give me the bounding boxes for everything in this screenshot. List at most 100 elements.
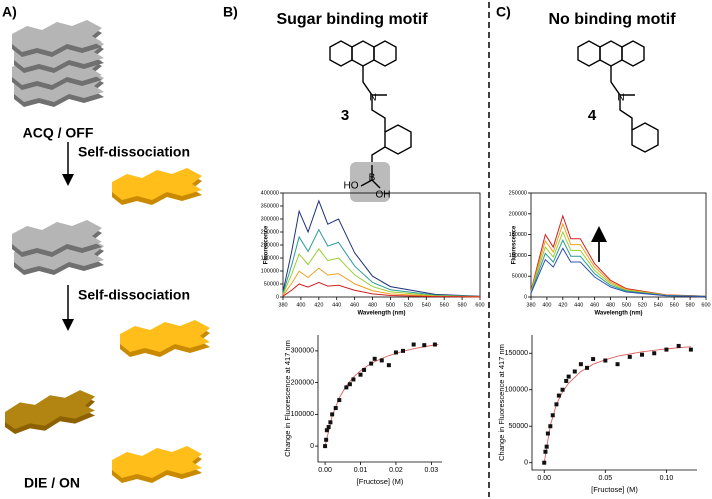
y-tick-label: 150000 [509, 232, 527, 238]
x-tick-label: 0.01 [354, 467, 368, 474]
x-tick-label: 440 [332, 302, 341, 308]
x-tick-label: 460 [590, 302, 599, 308]
monolayer [112, 446, 202, 483]
x-tick-label: 420 [314, 302, 323, 308]
data-point [585, 365, 589, 370]
data-point [603, 358, 608, 363]
y-tick-label: 50000 [509, 423, 529, 430]
panel-label: B) [223, 4, 238, 20]
data-point [330, 412, 335, 417]
data-point [333, 406, 338, 411]
data-point [664, 347, 669, 352]
x-tick-label: 480 [606, 302, 615, 308]
y-tick-label: 100000 [291, 411, 314, 418]
data-point [640, 352, 644, 357]
x-tick-label: 600 [701, 302, 710, 308]
data-point [652, 351, 657, 356]
x-tick-label: 420 [558, 302, 567, 308]
spectrum-line [530, 214, 707, 297]
y-tick-label: 200000 [261, 242, 279, 248]
data-point [379, 358, 384, 363]
x-tick-label: 480 [368, 302, 377, 308]
compound-number: 4 [588, 107, 597, 124]
panel-label: C) [496, 4, 511, 20]
x-tick-label: 560 [670, 302, 679, 308]
x-tick-label: 580 [685, 302, 694, 308]
plot-frame [530, 192, 707, 298]
data-point [572, 369, 577, 374]
data-point [627, 354, 632, 359]
data-point [544, 444, 549, 449]
data-point [542, 460, 547, 465]
data-point [554, 402, 559, 407]
spectrum-line [530, 239, 707, 297]
data-point [591, 357, 596, 362]
y-tick-label: 0 [310, 443, 314, 450]
data-point [560, 387, 565, 392]
monolayer [112, 168, 202, 205]
x-axis-label: Wavelength (nm) [357, 311, 405, 317]
x-tick-label: 500 [622, 302, 631, 308]
y-tick-label: 250000 [261, 229, 279, 235]
step-label: Self-dissociation [78, 287, 190, 303]
x-axis-label: Wavelength (nm) [594, 311, 642, 317]
y-tick-label: 50000 [512, 274, 527, 280]
y-tick-label: 0 [524, 294, 527, 300]
x-tick-label: 0.00 [318, 467, 332, 474]
x-tick-label: 520 [638, 302, 647, 308]
data-point [615, 362, 620, 367]
y-tick-label: 100000 [505, 387, 528, 394]
data-point [543, 449, 548, 454]
data-point [548, 424, 553, 429]
data-point [324, 428, 329, 433]
axes [317, 335, 442, 463]
molecule-3 [329, 40, 412, 165]
data-point [545, 431, 550, 436]
data-point [566, 374, 571, 379]
y-tick-label: 100000 [509, 253, 527, 259]
data-point [578, 362, 583, 367]
x-tick-label: 460 [350, 302, 359, 308]
x-tick-label: 380 [278, 302, 287, 308]
y-axis-label: Change in Fluorescence at 417 nm [283, 340, 292, 457]
atom: OH [376, 190, 391, 201]
data-point [372, 356, 377, 361]
data-point [676, 343, 681, 348]
x-tick-label: 520 [404, 302, 413, 308]
x-axis-label: [Fructose] (M) [591, 485, 638, 494]
atom: N [617, 93, 624, 104]
y-tick-label: 350000 [261, 203, 279, 209]
data-point [358, 372, 363, 377]
boronic-highlight [350, 162, 390, 202]
data-point [369, 361, 374, 366]
atom: HO [344, 181, 359, 192]
spectrum-line [282, 228, 481, 297]
y-tick-label: 200000 [509, 211, 527, 217]
data-point [326, 425, 331, 430]
monolayer [120, 320, 210, 357]
x-tick-label: 540 [422, 302, 431, 308]
molecule-4 [577, 40, 659, 153]
data-point [351, 377, 356, 382]
data-point [432, 342, 437, 347]
panel-title: Sugar binding motif [276, 11, 428, 28]
graphene-stack [12, 20, 104, 107]
panel-title: No binding motif [548, 11, 676, 28]
y-tick-label: 300000 [291, 348, 314, 355]
axes [531, 335, 697, 471]
data-point [411, 342, 416, 347]
x-tick-label: 540 [654, 302, 663, 308]
compound-number: 3 [341, 107, 349, 124]
state-label: DIE / ON [24, 475, 80, 491]
panel-label: A) [2, 4, 17, 20]
data-point [323, 444, 328, 449]
atom: B [369, 173, 376, 184]
data-point [344, 385, 349, 390]
spectrum-line [282, 248, 481, 298]
y-tick-label: 150000 [505, 350, 528, 357]
y-tick-label: 100000 [261, 268, 279, 274]
atom: N [369, 93, 376, 104]
y-tick-label: 50000 [264, 281, 279, 287]
x-axis-label: [Fructose] (M) [357, 477, 404, 486]
